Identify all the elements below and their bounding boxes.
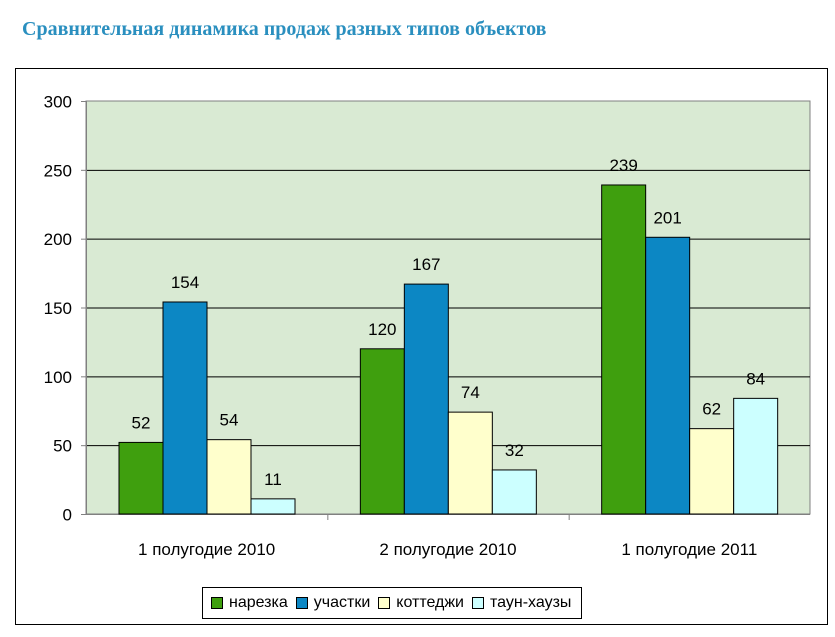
legend-swatch [472, 597, 484, 609]
y-tick-label: 250 [44, 161, 72, 180]
y-tick-label: 300 [44, 93, 72, 112]
data-label: 239 [609, 156, 637, 175]
data-label: 84 [746, 369, 765, 388]
y-tick-label: 0 [63, 506, 72, 525]
y-tick-label: 200 [44, 230, 72, 249]
data-label: 62 [702, 400, 721, 419]
bar [250, 498, 296, 515]
legend-item: участки [295, 594, 371, 612]
legend-label: участки [313, 594, 371, 611]
bar [733, 397, 779, 515]
legend-label: нарезка [229, 594, 288, 611]
y-tick-label: 50 [53, 437, 72, 456]
bar [206, 439, 252, 515]
data-label: 154 [171, 273, 199, 292]
x-tick-label: 1 полугодие 2011 [621, 540, 757, 559]
y-tick-label: 150 [44, 299, 72, 318]
legend-item: коттеджи [378, 594, 464, 612]
data-label: 52 [132, 413, 151, 432]
legend-label: коттеджи [396, 594, 464, 611]
bar [689, 428, 735, 515]
x-tick-label: 2 полугодие 2010 [379, 540, 516, 559]
bar [491, 469, 537, 515]
data-label: 167 [412, 255, 440, 274]
chart-legend: нарезка участки коттеджи таун-хаузы [202, 587, 583, 619]
bar [447, 411, 493, 515]
legend-item: таун-хаузы [472, 594, 571, 612]
legend-item: нарезка [211, 594, 288, 612]
bar [403, 283, 449, 515]
legend-label: таун-хаузы [490, 594, 572, 611]
bar [601, 184, 647, 515]
data-label: 120 [368, 320, 396, 339]
data-label: 54 [220, 411, 239, 430]
x-tick-label: 1 полугодие 2010 [138, 540, 275, 559]
y-tick-label: 100 [44, 368, 72, 387]
legend-swatch [211, 597, 223, 609]
bar [645, 236, 691, 515]
data-label: 74 [461, 383, 480, 402]
legend-swatch [378, 597, 391, 609]
bar [118, 441, 164, 515]
bar [162, 301, 208, 515]
data-label: 11 [264, 470, 282, 489]
legend-swatch [295, 597, 308, 609]
data-label: 32 [505, 441, 524, 460]
bar [359, 348, 405, 515]
page-title: Сравнительная динамика продаж разных тип… [22, 18, 547, 40]
data-label: 201 [653, 208, 681, 227]
